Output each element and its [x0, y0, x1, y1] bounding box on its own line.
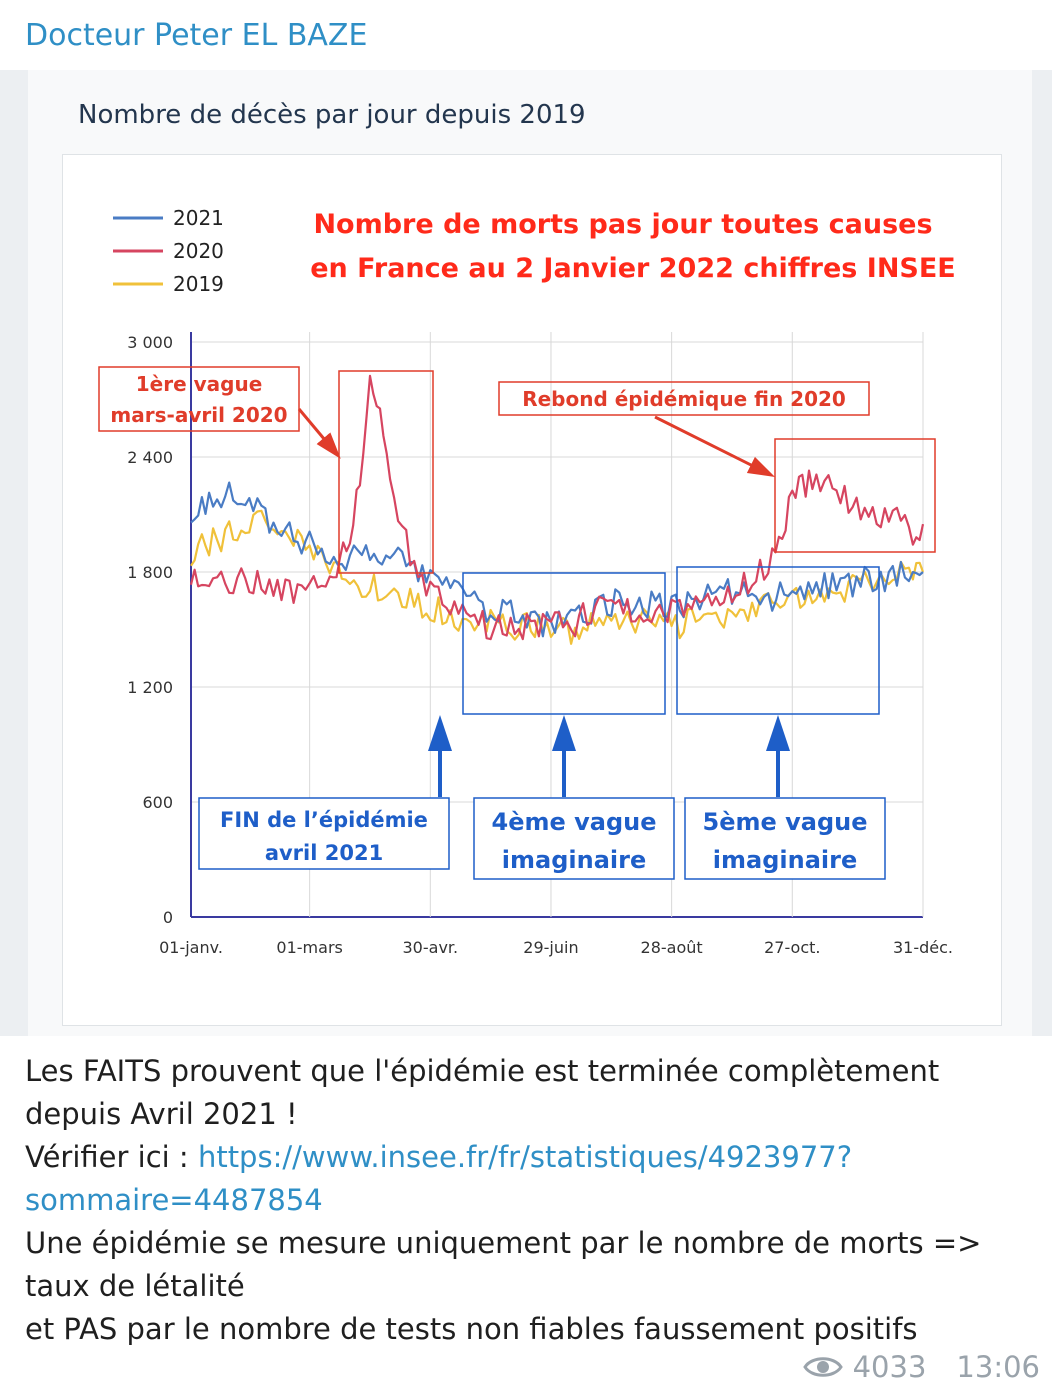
message-line-6: et PAS par le nombre de tests non fiable…	[25, 1312, 918, 1346]
x-tick-label: 01-mars	[276, 938, 342, 957]
series-line-2021	[190, 481, 924, 638]
insee-link[interactable]: https://www.insee.fr/fr/statistiques/492…	[197, 1140, 853, 1174]
card-title: Nombre de décès par jour depuis 2019	[78, 100, 586, 130]
view-count: 4033	[852, 1350, 927, 1384]
chart-title: Nombre de morts pas jour toutes causes	[313, 209, 932, 240]
fifth-wave-highlight-box	[676, 566, 880, 715]
fifth-wave-line1: 5ème vague	[703, 808, 868, 836]
first-wave-arrow	[297, 408, 341, 459]
legend-label-2019: 2019	[173, 272, 224, 296]
legend-label-2020: 2020	[173, 239, 224, 263]
chart-subtitle: en France au 2 Janvier 2022 chiffres INS…	[310, 253, 956, 284]
annotation-fourth-wave: 4ème vague imaginaire	[473, 797, 675, 880]
chart-legend: 2021 2020 2019	[113, 206, 224, 296]
fifth-wave-box	[684, 797, 886, 880]
fifth-wave-line2: imaginaire	[713, 846, 857, 874]
end-epidemic-line2: avril 2021	[265, 841, 383, 865]
y-tick-label: 2 400	[127, 448, 173, 467]
fourth-wave-line1: 4ème vague	[492, 808, 657, 836]
y-tick-label: 600	[142, 793, 173, 812]
y-tick-label: 1 200	[127, 678, 173, 697]
message-line-4: Une épidémie se mesure uniquement par le…	[25, 1226, 982, 1260]
y-tick-label: 0	[163, 908, 173, 927]
y-tick-label: 1 800	[127, 563, 173, 582]
x-tick-label: 30-avr.	[403, 938, 459, 957]
x-tick-label: 28-août	[641, 938, 703, 957]
chart-series	[189, 374, 925, 645]
eye-icon	[802, 1357, 843, 1377]
first-wave-label-box	[98, 366, 300, 432]
message-line-3: Vérifier ici : https://www.insee.fr/fr/s…	[25, 1136, 1025, 1179]
fourth-wave-line2: imaginaire	[502, 846, 646, 874]
chart-panel: 2021 2020 2019 Nombre de morts pas jour …	[62, 154, 1002, 1026]
rebound-label-box	[498, 381, 870, 416]
annotation-fifth-wave: 5ème vague imaginaire	[684, 797, 886, 880]
first-wave-line2: mars-avril 2020	[110, 403, 287, 427]
annotation-first-wave: 1ère vague mars-avril 2020	[98, 366, 434, 574]
message-line-2: depuis Avril 2021 !	[25, 1097, 298, 1131]
message-line-5: taux de létalité	[25, 1269, 245, 1303]
fourth-wave-highlight-box	[462, 572, 666, 715]
legend-label-2021: 2021	[173, 206, 224, 230]
first-wave-highlight-box	[338, 370, 434, 574]
end-epidemic-line1: FIN de l’épidémie	[220, 808, 428, 832]
chart-ticks: 3 000 2 400 1 800 1 200 600 0 01-janv. 01-mars 3…	[127, 333, 953, 957]
message-line-3b: sommaire=4487854	[25, 1179, 1025, 1222]
annotation-end-epidemic: FIN de l’épidémie avril 2021	[198, 797, 450, 870]
verify-prefix: Vérifier ici :	[25, 1140, 198, 1174]
channel-author[interactable]: Docteur Peter EL BAZE	[25, 18, 368, 53]
x-tick-label: 27-oct.	[764, 938, 820, 957]
x-tick-label: 01-janv.	[159, 938, 223, 957]
post-meta: 4033 13:06	[802, 1350, 1040, 1384]
rebound-arrow	[654, 415, 776, 478]
rebound-highlight-box	[774, 438, 936, 553]
annotation-rebound: Rebond épidémique fin 2020	[498, 381, 936, 553]
x-tick-label: 29-juin	[523, 938, 578, 957]
post-message: Les FAITS prouvent que l'épidémie est te…	[25, 1050, 1025, 1351]
message-line-1: Les FAITS prouvent que l'épidémie est te…	[25, 1054, 940, 1088]
y-tick-label: 3 000	[127, 333, 173, 352]
x-tick-label: 31-déc.	[893, 938, 953, 957]
series-line-2020	[189, 374, 925, 641]
rebound-label: Rebond épidémique fin 2020	[522, 387, 846, 411]
post-image[interactable]: Nombre de décès par jour depuis 2019 202…	[0, 70, 1052, 1036]
deaths-chart: 2021 2020 2019 Nombre de morts pas jour …	[98, 206, 956, 957]
insee-link-continued[interactable]: sommaire=4487854	[25, 1183, 323, 1217]
chart-card: Nombre de décès par jour depuis 2019 202…	[28, 70, 1032, 1036]
first-wave-line1: 1ère vague	[136, 372, 263, 396]
end-epidemic-box	[198, 797, 450, 870]
post-time: 13:06	[956, 1350, 1040, 1384]
fourth-wave-box	[473, 797, 675, 880]
